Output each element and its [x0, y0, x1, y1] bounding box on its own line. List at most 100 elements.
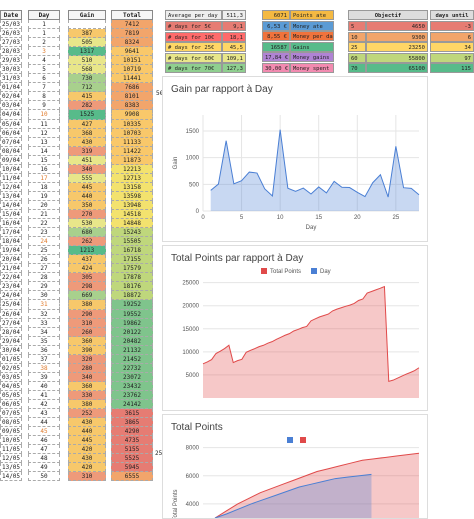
gain-header[interactable]: Gain — [68, 10, 106, 20]
table-cell-gain[interactable]: 310 — [68, 318, 106, 328]
table-cell-gain[interactable]: 387 — [68, 29, 106, 39]
table-cell-date[interactable]: 11/04 — [0, 173, 22, 183]
table-cell-date[interactable]: 13/05 — [0, 463, 22, 473]
table-cell-day[interactable]: 50 — [28, 472, 60, 482]
table-cell-day[interactable]: 12 — [28, 128, 60, 138]
table-cell-date[interactable]: 04/05 — [0, 381, 22, 391]
table-cell-gain[interactable]: 1213 — [68, 246, 106, 256]
table-cell-total[interactable]: 17878 — [111, 273, 153, 283]
table-cell-day[interactable]: 38 — [28, 363, 60, 373]
table-cell-date[interactable]: 01/04 — [0, 83, 22, 93]
points-value[interactable]: 6,53 € — [262, 20, 290, 31]
table-cell-day[interactable]: 27 — [28, 264, 60, 274]
table-cell-date[interactable]: 01/05 — [0, 354, 22, 364]
table-cell-total[interactable]: 23762 — [111, 390, 153, 400]
table-cell-date[interactable]: 07/04 — [0, 137, 22, 147]
table-cell-date[interactable]: 06/04 — [0, 128, 22, 138]
table-cell-date[interactable]: 25/04 — [0, 300, 22, 310]
table-cell-total[interactable]: 13948 — [111, 200, 153, 210]
table-cell-day[interactable]: 33 — [28, 318, 60, 328]
table-cell-total[interactable]: 9641 — [111, 47, 153, 57]
objectif-header[interactable]: Objectif — [348, 10, 428, 20]
table-cell-date[interactable]: 14/05 — [0, 472, 22, 482]
day-header[interactable]: Day — [28, 10, 60, 20]
table-cell-gain[interactable]: 380 — [68, 399, 106, 410]
table-cell-day[interactable]: 32 — [28, 309, 60, 319]
table-cell-date[interactable]: 19/04 — [0, 246, 22, 256]
table-cell-total[interactable]: 23072 — [111, 372, 153, 382]
table-cell-total[interactable]: 10335 — [111, 119, 153, 129]
table-cell-day[interactable]: 18 — [28, 182, 60, 192]
stat-label[interactable]: # days for 60€ — [165, 52, 222, 63]
table-cell-gain[interactable]: 440 — [68, 191, 106, 201]
table-cell-total[interactable]: 21452 — [111, 354, 153, 364]
points-value[interactable]: 30,00 € — [262, 62, 290, 73]
table-cell-gain[interactable]: 669 — [68, 291, 106, 301]
table-cell-total[interactable]: 20482 — [111, 336, 153, 346]
table-cell-day[interactable]: 37 — [28, 354, 60, 364]
table-cell-day[interactable]: 13 — [28, 137, 60, 147]
objectif-points[interactable]: 55800 — [366, 52, 428, 63]
table-cell-gain[interactable]: 730 — [68, 74, 106, 84]
table-cell-gain[interactable]: 530 — [68, 219, 106, 229]
table-cell-total[interactable]: 15505 — [111, 237, 153, 247]
table-cell-day[interactable]: 45 — [28, 427, 60, 437]
table-cell-day[interactable]: 3 — [28, 47, 60, 57]
table-cell-date[interactable]: 08/04 — [0, 146, 22, 156]
table-cell-total[interactable]: 6555 — [111, 472, 153, 482]
points-label[interactable]: Money spent — [290, 62, 334, 73]
table-cell-total[interactable]: 8324 — [111, 38, 153, 48]
table-cell-date[interactable]: 03/05 — [0, 372, 22, 382]
table-cell-date[interactable]: 08/05 — [0, 418, 22, 428]
objectif-days[interactable]: 6 — [430, 31, 474, 42]
table-cell-total[interactable]: 11422 — [111, 146, 153, 156]
points-label[interactable]: Points ate — [290, 10, 334, 20]
table-cell-day[interactable]: 1 — [28, 29, 60, 39]
table-cell-date[interactable]: 24/04 — [0, 291, 22, 301]
table-cell-total[interactable]: 5525 — [111, 454, 153, 464]
table-cell-gain[interactable]: 427 — [68, 119, 106, 129]
table-cell-gain[interactable]: 430 — [68, 137, 106, 147]
table-cell-date[interactable]: 28/03 — [0, 47, 22, 57]
table-cell-day[interactable]: 29 — [28, 282, 60, 292]
table-cell-day[interactable]: 22 — [28, 219, 60, 229]
table-cell-total[interactable]: 7412 — [111, 20, 153, 30]
table-cell-day[interactable]: 9 — [28, 101, 60, 111]
table-cell-gain[interactable]: 445 — [68, 436, 106, 446]
points-value[interactable]: 16587 — [262, 41, 290, 52]
stat-label[interactable]: # days for 10€ — [165, 31, 222, 42]
stat-value[interactable]: 109,1 — [222, 52, 246, 63]
table-cell-date[interactable]: 29/04 — [0, 336, 22, 346]
table-cell-day[interactable]: 1 — [28, 20, 60, 30]
objectif-points[interactable]: 65100 — [366, 63, 428, 73]
table-cell-date[interactable]: 04/04 — [0, 110, 22, 120]
table-cell-day[interactable]: 28 — [28, 273, 60, 283]
table-cell-gain[interactable]: 424 — [68, 264, 106, 274]
total-points-chart-2[interactable]: Total Points 4000 6000 8000 Total Points — [162, 414, 428, 519]
table-cell-date[interactable]: 30/04 — [0, 345, 22, 355]
table-cell-gain[interactable]: 568 — [68, 65, 106, 75]
table-cell-date[interactable]: 03/04 — [0, 101, 22, 111]
points-label[interactable]: Money gains — [290, 52, 334, 62]
table-cell-total[interactable]: 14848 — [111, 219, 153, 229]
table-cell-total[interactable]: 23432 — [111, 381, 153, 391]
table-cell-date[interactable]: 09/05 — [0, 427, 22, 437]
stat-label[interactable]: # days for 5€ — [165, 21, 222, 31]
table-cell-day[interactable]: 2 — [28, 38, 60, 48]
table-cell-date[interactable]: 10/05 — [0, 436, 22, 446]
table-cell-gain[interactable]: 420 — [68, 445, 106, 455]
table-cell-total[interactable]: 4735 — [111, 436, 153, 446]
table-cell-gain[interactable]: 390 — [68, 345, 106, 355]
table-cell-date[interactable]: 13/04 — [0, 191, 22, 201]
table-cell-gain[interactable]: 305 — [68, 273, 106, 283]
points-label[interactable]: Gains — [290, 41, 334, 52]
table-cell-day[interactable]: 41 — [28, 390, 60, 400]
table-cell-date[interactable]: 18/04 — [0, 237, 22, 247]
table-cell-total[interactable]: 16718 — [111, 246, 153, 256]
table-cell-day[interactable]: 23 — [28, 228, 60, 238]
table-cell-day[interactable]: 25 — [28, 246, 60, 256]
table-cell-total[interactable]: 22732 — [111, 363, 153, 373]
table-cell-total[interactable]: 14518 — [111, 209, 153, 220]
table-cell-day[interactable]: 43 — [28, 409, 60, 419]
table-cell-total[interactable]: 7819 — [111, 29, 153, 39]
